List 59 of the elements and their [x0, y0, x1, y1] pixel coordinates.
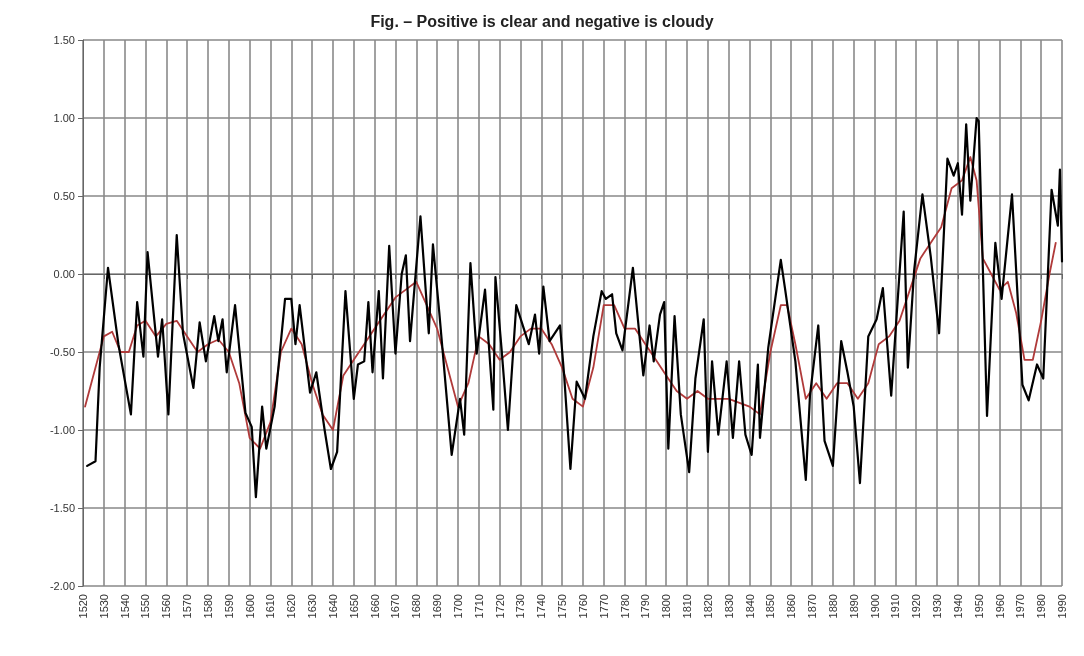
line-series: [84, 156, 1057, 450]
x-tick-label: 1860: [785, 594, 798, 619]
x-tick-label: 1830: [722, 594, 735, 619]
y-tick-label: -0.50: [49, 346, 75, 358]
x-tick-label: 1840: [743, 594, 756, 619]
x-tick-label: 1760: [576, 594, 589, 619]
x-tick-label: 1750: [556, 594, 569, 619]
x-tick-label: 1610: [264, 594, 277, 619]
x-tick-label: 1930: [931, 594, 944, 619]
y-tick-label: 0.00: [53, 268, 75, 280]
x-tick-label: 1640: [326, 594, 339, 619]
x-tick-label: 1620: [285, 594, 298, 619]
x-tick-label: 1540: [118, 594, 131, 619]
y-tick-label: 0.50: [53, 190, 75, 202]
x-tick-label: 1570: [181, 594, 194, 619]
x-tick-label: 1690: [431, 594, 444, 619]
x-tick-label: 1800: [660, 594, 673, 619]
x-tick-label: 1770: [597, 594, 610, 619]
y-tick-label: 1.00: [53, 112, 75, 124]
x-tick-label: 1520: [77, 594, 89, 619]
x-tick-label: 1530: [97, 594, 110, 619]
x-tick-label: 1590: [222, 594, 235, 619]
x-tick-label: 1600: [243, 594, 256, 619]
x-tick-label: 1720: [493, 594, 506, 619]
line-series: [86, 116, 1064, 499]
x-tick-label: 1900: [868, 594, 881, 619]
x-tick-label: 1910: [889, 594, 902, 619]
x-tick-label: 1670: [389, 594, 402, 619]
x-tick-label: 1730: [514, 594, 527, 619]
x-tick-label: 1950: [972, 594, 985, 619]
x-tick-label: 1790: [639, 594, 652, 619]
x-tick-label: 1940: [951, 594, 964, 619]
chart-title: Fig. – Positive is clear and negative is cloudy: [370, 12, 714, 30]
y-tick-label: -1.50: [49, 502, 75, 514]
x-tick-label: 1920: [910, 594, 923, 619]
x-tick-label: 1630: [306, 594, 319, 619]
x-tick-label: 1880: [826, 594, 839, 619]
x-tick-label: 1740: [535, 594, 548, 619]
y-tick-label: -1.00: [49, 424, 75, 436]
x-tick-label: 1810: [681, 594, 694, 619]
x-tick-label: 1560: [160, 594, 173, 619]
x-tick-label: 1700: [451, 594, 464, 619]
x-tick-label: 1890: [847, 594, 860, 619]
x-tick-label: 1870: [806, 594, 819, 619]
x-tick-label: 1660: [368, 594, 381, 619]
y-tick-label: -2.00: [49, 580, 75, 592]
x-tick-label: 1680: [410, 594, 423, 619]
x-tick-label: 1960: [993, 594, 1006, 619]
x-tick-label: 1780: [618, 594, 631, 619]
x-tick-label: 1980: [1035, 594, 1048, 619]
x-tick-label: 1550: [139, 594, 152, 619]
x-tick-label: 1580: [201, 594, 214, 619]
x-tick-label: 1990: [1056, 594, 1068, 619]
x-tick-label: 1850: [764, 594, 777, 619]
x-tick-label: 1970: [1014, 594, 1027, 619]
x-tick-label: 1820: [701, 594, 714, 619]
x-tick-label: 1650: [347, 594, 360, 619]
x-tick-label: 1710: [472, 594, 485, 619]
y-tick-label: 1.50: [53, 34, 75, 46]
